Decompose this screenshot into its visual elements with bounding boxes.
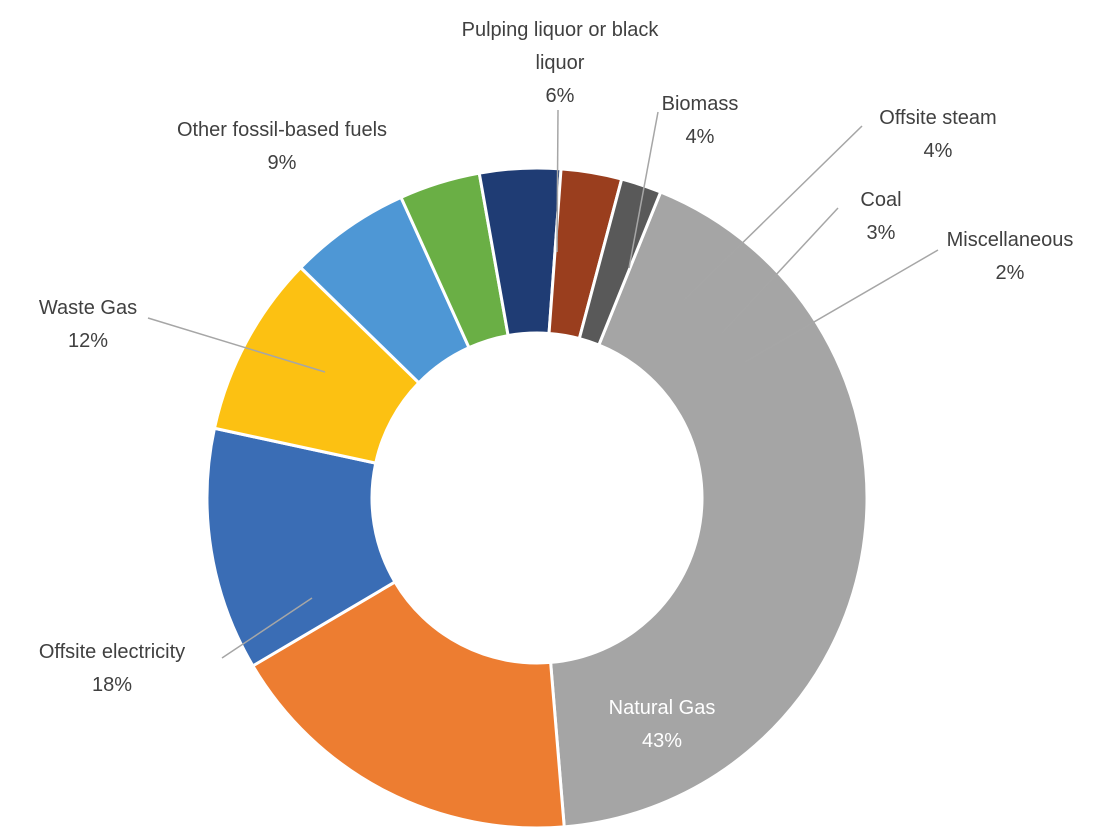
leader-line-offsite-steam: [683, 125, 863, 301]
data-label-offsite-electricity: Offsite electricity 18%: [39, 641, 185, 696]
leader-line-miscellaneous: [744, 249, 939, 363]
slice-waste-gas: [205, 426, 397, 668]
leader-line-pulping-liquor-or-black-liquor: [556, 109, 559, 253]
slice-miscellaneous: [577, 177, 663, 347]
data-label-offsite-steam: Offsite steam 4%: [879, 107, 996, 162]
data-label-coal: Coal 3%: [860, 189, 901, 244]
data-label-waste-gas: Waste Gas 12%: [39, 297, 137, 352]
leader-line-coal: [721, 207, 839, 334]
data-label-natural-gas: Natural Gas 43%: [609, 697, 716, 752]
slice-natural-gas: [549, 190, 869, 829]
leader-line-biomass: [628, 111, 659, 269]
data-label-other-fossil-based-fuels: Other fossil-based fuels 9%: [177, 119, 387, 174]
leader-line-waste-gas: [147, 317, 326, 373]
slices-group: [205, 166, 869, 830]
leader-lines-group: [147, 109, 939, 659]
data-labels-group: Natural Gas 43% Offsite electricity 18% Wast…: [39, 19, 1074, 752]
data-label-miscellaneous: Miscellaneous 2%: [947, 229, 1074, 284]
data-label-pulping-liquor-or-black-liquor: Pulping liquor or black liquor 6%: [462, 19, 660, 107]
slice-offsite-electricity: [251, 580, 566, 830]
leader-line-offsite-electricity: [221, 597, 313, 659]
data-label-biomass: Biomass 4%: [662, 93, 739, 148]
